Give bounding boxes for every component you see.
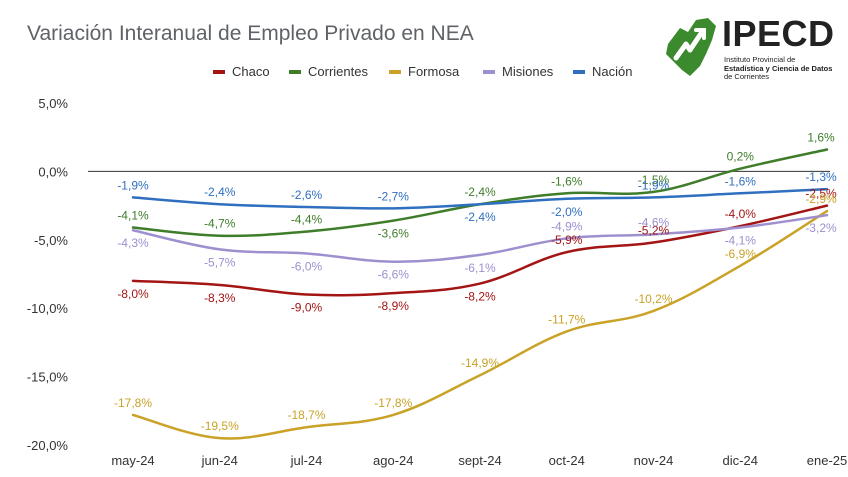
- y-tick-label: -10,0%: [27, 301, 69, 316]
- data-label: -17,8%: [374, 396, 412, 410]
- data-label: -4,0%: [725, 207, 757, 221]
- ipecd-logo: IPECD Instituto Provincial de Estadístic…: [662, 14, 842, 84]
- data-label: -4,1%: [725, 233, 757, 247]
- chart-title: Variación Interanual de Empleo Privado e…: [27, 22, 474, 45]
- data-label: -4,7%: [204, 217, 236, 231]
- y-tick-label: -5,0%: [34, 233, 68, 248]
- data-label: -14,9%: [461, 356, 499, 370]
- series-line-nación: [131, 187, 829, 210]
- series-lines: [131, 148, 829, 440]
- data-label: -2,0%: [551, 205, 583, 219]
- data-label: -4,4%: [291, 213, 323, 227]
- x-tick-label: dic-24: [723, 453, 758, 468]
- logo-line-1: Instituto Provincial de: [724, 55, 796, 64]
- corrientes-map-icon: [666, 18, 716, 76]
- legend-label: Chaco: [232, 64, 270, 79]
- data-label: -2,4%: [464, 210, 496, 224]
- data-label: -5,7%: [204, 255, 236, 269]
- data-label: -8,2%: [464, 290, 496, 304]
- data-label: -5,9%: [551, 233, 583, 247]
- legend-label: Nación: [592, 64, 632, 79]
- data-label: -18,7%: [287, 408, 325, 422]
- data-label: -6,9%: [725, 247, 757, 261]
- data-label: -1,6%: [551, 174, 583, 188]
- y-tick-label: 0,0%: [38, 164, 68, 179]
- data-label: -11,7%: [548, 312, 585, 326]
- data-label: -2,6%: [291, 188, 323, 202]
- legend-swatch: [573, 70, 585, 74]
- data-label: -1,9%: [117, 178, 149, 192]
- legend-label: Corrientes: [308, 64, 368, 79]
- x-tick-label: nov-24: [634, 453, 674, 468]
- data-label: 0,2%: [727, 150, 755, 164]
- series-line-chaco: [131, 204, 829, 297]
- data-label: -6,6%: [378, 268, 410, 282]
- data-label: -2,4%: [464, 185, 496, 199]
- x-tick-label: oct-24: [549, 453, 585, 468]
- x-tick-label: sept-24: [458, 453, 501, 468]
- logo-name: IPECD: [722, 13, 835, 54]
- data-label: -1,9%: [638, 178, 670, 192]
- data-label: -2,9%: [805, 192, 837, 206]
- x-tick-label: ene-25: [807, 453, 847, 468]
- y-tick-label: -20,0%: [27, 438, 69, 453]
- data-labels: -8,0% -8,3% -9,0% -8,9% -8,2% -5,9% -5,2% -4,0%…: [114, 131, 837, 434]
- data-label: -2,4%: [204, 185, 236, 199]
- y-tick-label: -15,0%: [27, 370, 69, 385]
- data-label: -9,0%: [291, 301, 323, 315]
- series-line-misiones: [131, 213, 829, 263]
- logo-line-3: de Corrientes: [724, 72, 770, 81]
- data-label: -2,7%: [378, 189, 410, 203]
- chart-legend: Chaco Corrientes Formosa Misiones Nación: [213, 64, 632, 79]
- x-tick-label: jun-24: [201, 453, 238, 468]
- data-label: -10,2%: [634, 292, 672, 306]
- data-label: -1,5%: [638, 173, 670, 187]
- legend-swatch: [483, 70, 495, 74]
- y-tick-label: 5,0%: [38, 96, 68, 111]
- data-label: -8,0%: [117, 287, 149, 301]
- legend-label: Misiones: [502, 64, 554, 79]
- legend-swatch: [289, 70, 301, 74]
- data-label: -19,5%: [201, 419, 239, 433]
- legend-swatch: [213, 70, 225, 74]
- data-label: -3,6%: [378, 227, 410, 241]
- x-tick-label: ago-24: [373, 453, 413, 468]
- data-label: 1,6%: [807, 131, 835, 145]
- x-tick-label: jul-24: [290, 453, 323, 468]
- x-axis: may-24 jun-24 jul-24 ago-24 sept-24 oct-24 nov…: [111, 453, 847, 468]
- legend-label: Formosa: [408, 64, 460, 79]
- data-label: -4,1%: [117, 208, 149, 222]
- legend-swatch: [389, 70, 401, 74]
- data-label: -8,3%: [204, 291, 236, 305]
- data-label: -3,2%: [805, 221, 837, 235]
- x-tick-label: may-24: [111, 453, 154, 468]
- data-label: -4,9%: [551, 219, 583, 233]
- data-label: -2,5%: [805, 187, 837, 201]
- y-axis: 5,0% 0,0% -5,0% -10,0% -15,0% -20,0%: [27, 96, 830, 453]
- data-label: -1,6%: [725, 174, 757, 188]
- data-label: -1,3%: [805, 170, 837, 184]
- data-label: -6,0%: [291, 259, 323, 273]
- data-label: -5,2%: [638, 224, 670, 238]
- series-line-formosa: [131, 209, 829, 440]
- data-label: -4,3%: [117, 236, 149, 250]
- data-label: -4,6%: [638, 215, 670, 229]
- data-label: -6,1%: [464, 261, 496, 275]
- logo-subtitle: Instituto Provincial de Estadística y Ci…: [724, 55, 833, 82]
- data-label: -17,8%: [114, 396, 152, 410]
- logo-line-2: Estadística y Ciencia de Datos: [724, 63, 833, 73]
- data-label: -8,9%: [378, 299, 410, 313]
